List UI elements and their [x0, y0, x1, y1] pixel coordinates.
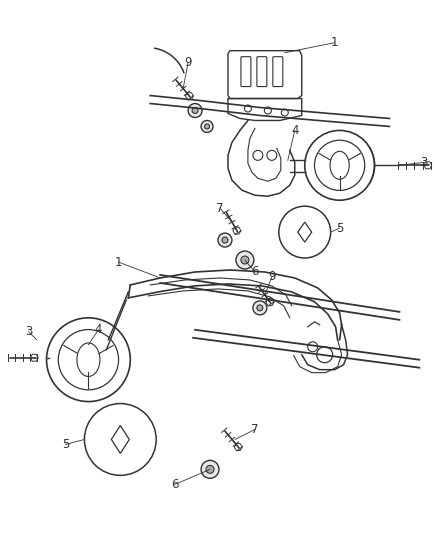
- Circle shape: [222, 237, 227, 243]
- Text: 6: 6: [171, 478, 178, 491]
- Text: 5: 5: [62, 438, 69, 451]
- Text: 3: 3: [420, 156, 427, 169]
- Circle shape: [256, 305, 262, 311]
- Circle shape: [201, 461, 219, 478]
- Circle shape: [218, 233, 231, 247]
- Text: 9: 9: [184, 56, 191, 69]
- Circle shape: [252, 301, 266, 315]
- Text: 7: 7: [251, 423, 258, 436]
- Text: 4: 4: [290, 124, 298, 137]
- Circle shape: [205, 465, 214, 473]
- Text: 1: 1: [114, 255, 122, 269]
- Text: 1: 1: [330, 36, 338, 49]
- Text: 4: 4: [95, 324, 102, 336]
- Circle shape: [235, 251, 253, 269]
- Text: 3: 3: [25, 325, 32, 338]
- Circle shape: [192, 108, 198, 114]
- Text: 6: 6: [251, 265, 258, 278]
- Text: 5: 5: [335, 222, 343, 235]
- Circle shape: [240, 256, 248, 264]
- Text: 7: 7: [216, 201, 223, 215]
- Circle shape: [187, 103, 201, 117]
- Circle shape: [204, 124, 209, 129]
- Text: 9: 9: [268, 270, 275, 284]
- Circle shape: [201, 120, 212, 132]
